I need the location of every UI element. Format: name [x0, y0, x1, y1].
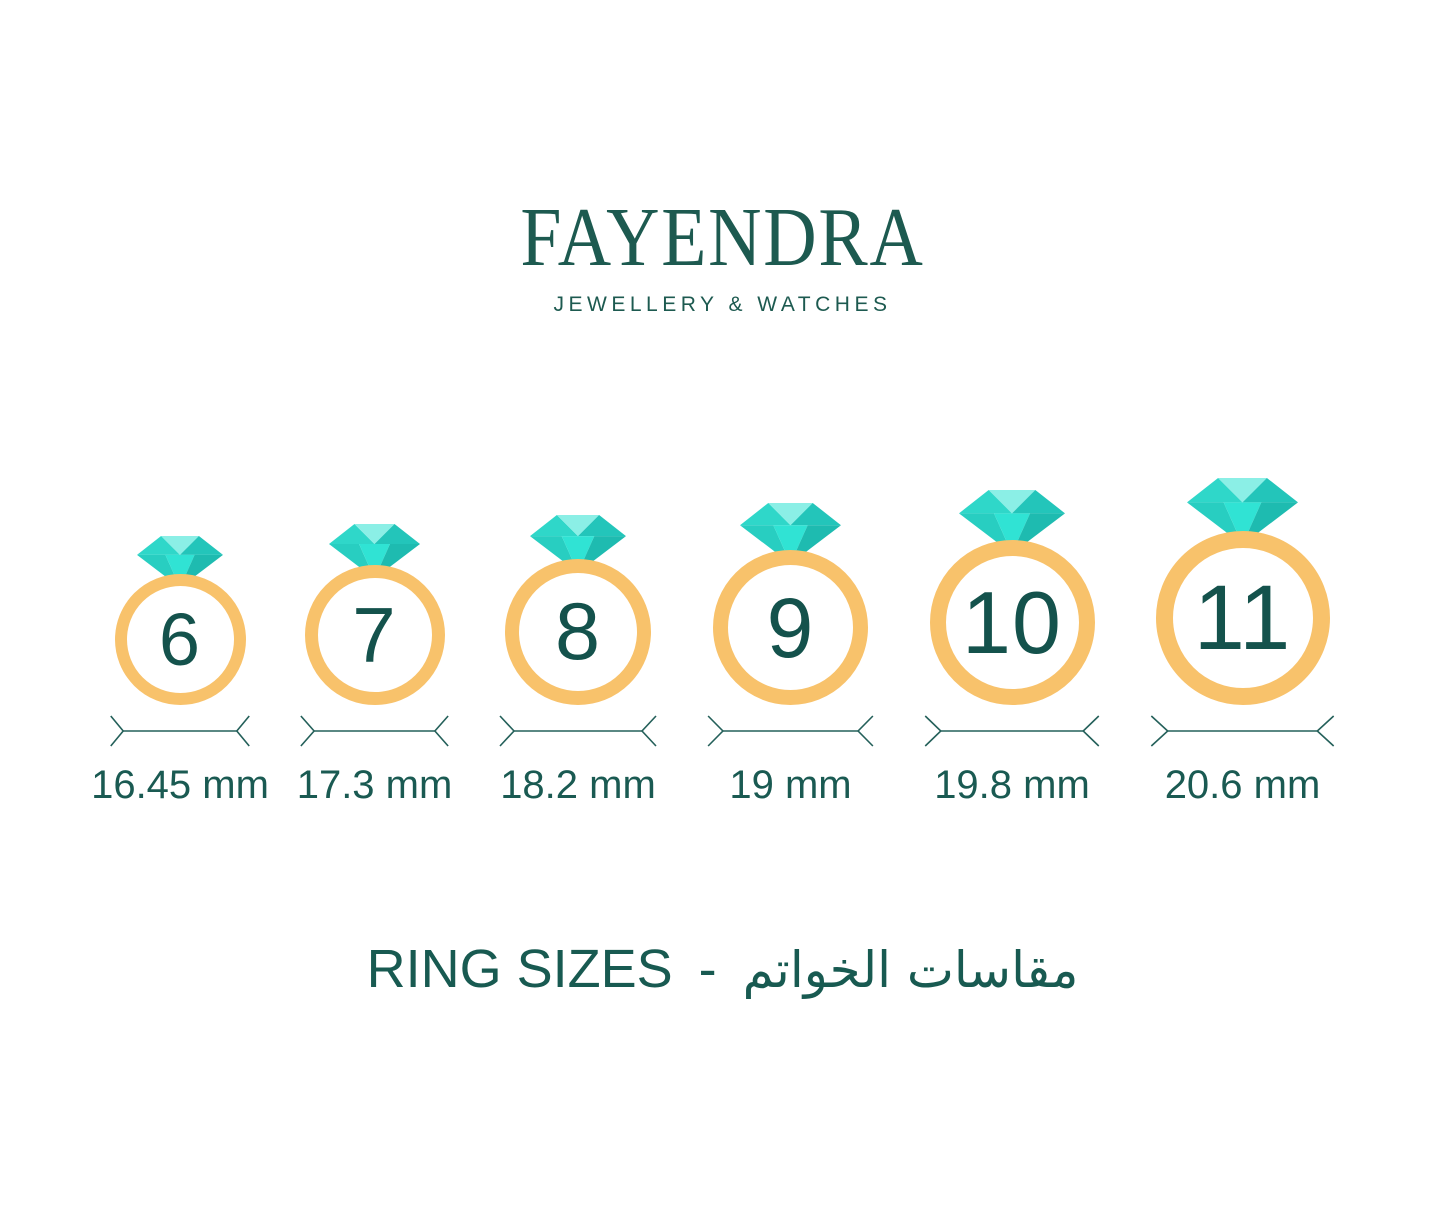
diamond-icon	[530, 515, 626, 573]
ring-diameter-label: 16.45 mm	[91, 763, 269, 807]
measure-arrow-icon	[1149, 713, 1336, 749]
ring-diameter-label: 19 mm	[729, 763, 852, 807]
ring-item-size-7: 7 17.3 mm	[296, 524, 453, 807]
ring-size-number: 8	[554, 586, 602, 677]
ring-band: 9	[713, 550, 868, 705]
ring-size-number: 9	[766, 580, 815, 675]
ring-band: 6	[114, 574, 246, 705]
ring-diameter-label: 17.3 mm	[296, 763, 453, 807]
ring-item-size-10: 10 19.8 mm	[923, 490, 1101, 805]
measure-arrow-icon	[498, 713, 658, 749]
ring-size-number: 6	[158, 597, 202, 681]
chart-title-english: RING SIZES	[366, 939, 673, 999]
measure-arrow-icon	[109, 713, 251, 749]
measure-arrow-icon	[299, 713, 450, 749]
brand-logo: FAYENDRA JEWELLERY & WATCHES	[0, 196, 1445, 317]
ring-item-size-8: 8 18.2 mm	[498, 515, 658, 805]
ring-band: 7	[304, 565, 445, 705]
chart-title-arabic: مقاسات الخواتم	[742, 941, 1079, 999]
ring-diameter-label: 18.2 mm	[500, 763, 656, 807]
ring-size-number: 11	[1193, 567, 1292, 669]
ring-band: 10	[929, 540, 1095, 705]
ring-item-size-11: 11 20.6 mm	[1149, 478, 1336, 805]
ring-size-number: 10	[962, 572, 1062, 672]
ring-band: 11	[1155, 531, 1330, 705]
title-separator: -	[698, 939, 717, 999]
ring-size-number: 7	[352, 591, 397, 679]
ring-band: 8	[505, 559, 651, 705]
ring-item-size-6: 6 16.45 mm	[91, 536, 269, 805]
brand-tagline: JEWELLERY & WATCHES	[553, 293, 892, 316]
ring-diameter-label: 20.6 mm	[1164, 763, 1321, 807]
rings-row: 6 16.45 mm 7	[0, 478, 1445, 805]
ring-diameter-label: 19.8 mm	[934, 763, 1090, 807]
chart-title: RING SIZES - مقاسات الخواتم	[0, 938, 1445, 1001]
brand-name: FAYENDRA	[520, 191, 925, 284]
measure-arrow-icon	[706, 713, 875, 749]
ring-item-size-9: 9 19 mm	[706, 503, 875, 805]
measure-arrow-icon	[923, 713, 1101, 749]
